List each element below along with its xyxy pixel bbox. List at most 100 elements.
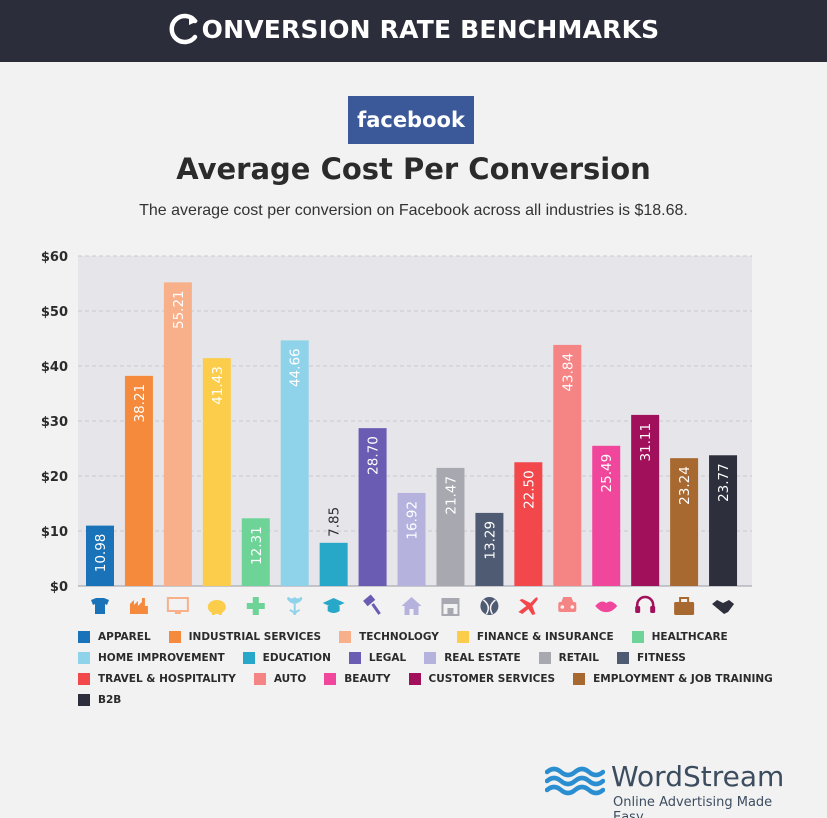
legend-item: EDUCATION [242,651,331,664]
legend-item: CUSTOMER SERVICES [408,672,555,685]
legend-label: AUTO [273,672,307,685]
legend-row: APPAREL INDUSTRIAL SERVICES TECHNOLOGY FINA… [78,626,808,647]
lips-icon [595,601,618,613]
bar-finance-insurance [202,358,231,586]
legend-label: LEGAL [368,651,407,664]
bar-value-label: 23.24 [677,466,693,505]
handshake-icon [712,600,735,614]
legend-label: RETAIL [558,651,599,664]
y-tick-label: $40 [41,360,68,375]
legend-label: FINANCE & INSURANCE [476,630,614,643]
medical-cross-icon [246,597,265,615]
bar-auto [553,344,582,586]
legend-item: TECHNOLOGY [339,630,439,643]
legend-item: EMPLOYMENT & JOB TRAINING [573,672,773,685]
bar-customer-services [631,414,660,586]
y-tick-label: $10 [41,525,68,540]
bar-value-label: 7.85 [327,507,343,537]
legend-label: B2B [98,693,122,706]
legend-item: FINANCE & INSURANCE [456,630,614,643]
legend-swatch [339,630,352,643]
bar-retail [436,467,465,586]
legend-item: HEALTHCARE [631,630,728,643]
legend-item: FITNESS [617,651,686,664]
bar-value-label: 23.77 [716,463,732,502]
legend-item: BEAUTY [324,672,391,685]
facebook-badge: facebook [348,96,474,144]
legend-swatch [78,693,90,706]
bar-value-label: 43.84 [560,353,576,392]
bar-healthcare [241,518,270,586]
legend-label: FITNESS [637,651,686,664]
legend-item: APPAREL [78,630,151,643]
legend-item: REAL ESTATE [424,651,521,664]
bar-apparel [86,525,114,586]
legend-swatch [168,630,181,643]
gavel-icon [363,594,381,615]
bar-employment-job-training [670,458,699,586]
bar-value-label: 55.21 [171,290,187,329]
bar-value-label: 25.49 [599,454,615,493]
legend-row: TRAVEL & HOSPITALITY AUTO BEAUTY CUSTOMER S… [78,668,808,689]
legend-swatch [78,630,90,643]
bar-value-label: 44.66 [288,348,304,387]
legend-swatch [78,651,90,664]
bar-value-label: 28.70 [366,436,382,475]
house-icon [401,597,422,615]
tshirt-icon [91,598,109,614]
chart-subtitle: The average cost per conversion on Faceb… [139,202,688,219]
legend-label: EMPLOYMENT & JOB TRAINING [593,672,773,685]
banner-title: ONVERSION RATE BENCHMARKS [168,13,660,48]
legend-item: AUTO [253,672,307,685]
legend-swatch [573,672,586,685]
legend-item: INDUSTRIAL SERVICES [168,630,322,643]
brand-name: WordStream [611,760,785,793]
legend-swatch [538,651,551,664]
bar-value-label: 41.43 [210,366,226,405]
bar-value-label: 31.11 [638,423,654,462]
y-tick-label: $0 [50,580,68,595]
refresh-arrow-c-icon [169,13,198,45]
top-banner: ONVERSION RATE BENCHMARKS [0,0,827,62]
bar-fitness [475,512,504,586]
monitor-icon [166,597,189,614]
legend-swatch [424,651,437,664]
airplane-icon [518,597,538,615]
legend-label: HOME IMPROVEMENT [98,651,225,664]
bar-value-label: 38.21 [132,384,148,423]
legend-label: INDUSTRIAL SERVICES [188,630,322,643]
y-tick-label: $50 [41,305,68,320]
ball-icon [480,597,499,615]
bar-value-label: 21.47 [443,476,459,515]
legend-swatch [253,672,266,685]
car-icon [558,597,577,612]
y-tick-label: $20 [41,470,68,485]
legend-label: HEALTHCARE [651,630,728,643]
graduation-cap-icon [322,598,345,613]
legend-label: APPAREL [98,630,151,643]
bar-education [319,542,348,586]
briefcase-icon [674,597,695,615]
legend-swatch [617,651,629,664]
legend-item: HOME IMPROVEMENT [78,651,225,664]
legend-swatch [408,672,421,685]
bar-chart: $0 $10 $20 $30 $40 $50 $60 10.98 38.21 55.21 41.43… [41,250,752,616]
waves-icon [545,766,605,796]
y-tick-label: $60 [41,250,68,265]
legend: APPAREL INDUSTRIAL SERVICES TECHNOLOGY FINA… [78,626,808,710]
bar-home-improvement [280,340,309,586]
bar-value-label: 10.98 [93,534,109,573]
bar-industrial-services [124,375,153,586]
bar-value-label: 12.31 [249,526,265,565]
legend-swatch [242,651,255,664]
legend-swatch [456,630,469,643]
legend-swatch [78,672,90,685]
brand-tagline: Online Advertising Made Easy [613,795,773,818]
bar-real-estate [397,492,426,586]
chart-title: Average Cost Per Conversion [176,152,651,186]
bar-value-label: 13.29 [482,521,498,560]
legend-label: TECHNOLOGY [359,630,439,643]
wordstream-brand: WordStream Online Advertising Made Easy [545,760,805,818]
legend-label: TRAVEL & HOSPITALITY [98,672,236,685]
legend-label: BEAUTY [344,672,391,685]
